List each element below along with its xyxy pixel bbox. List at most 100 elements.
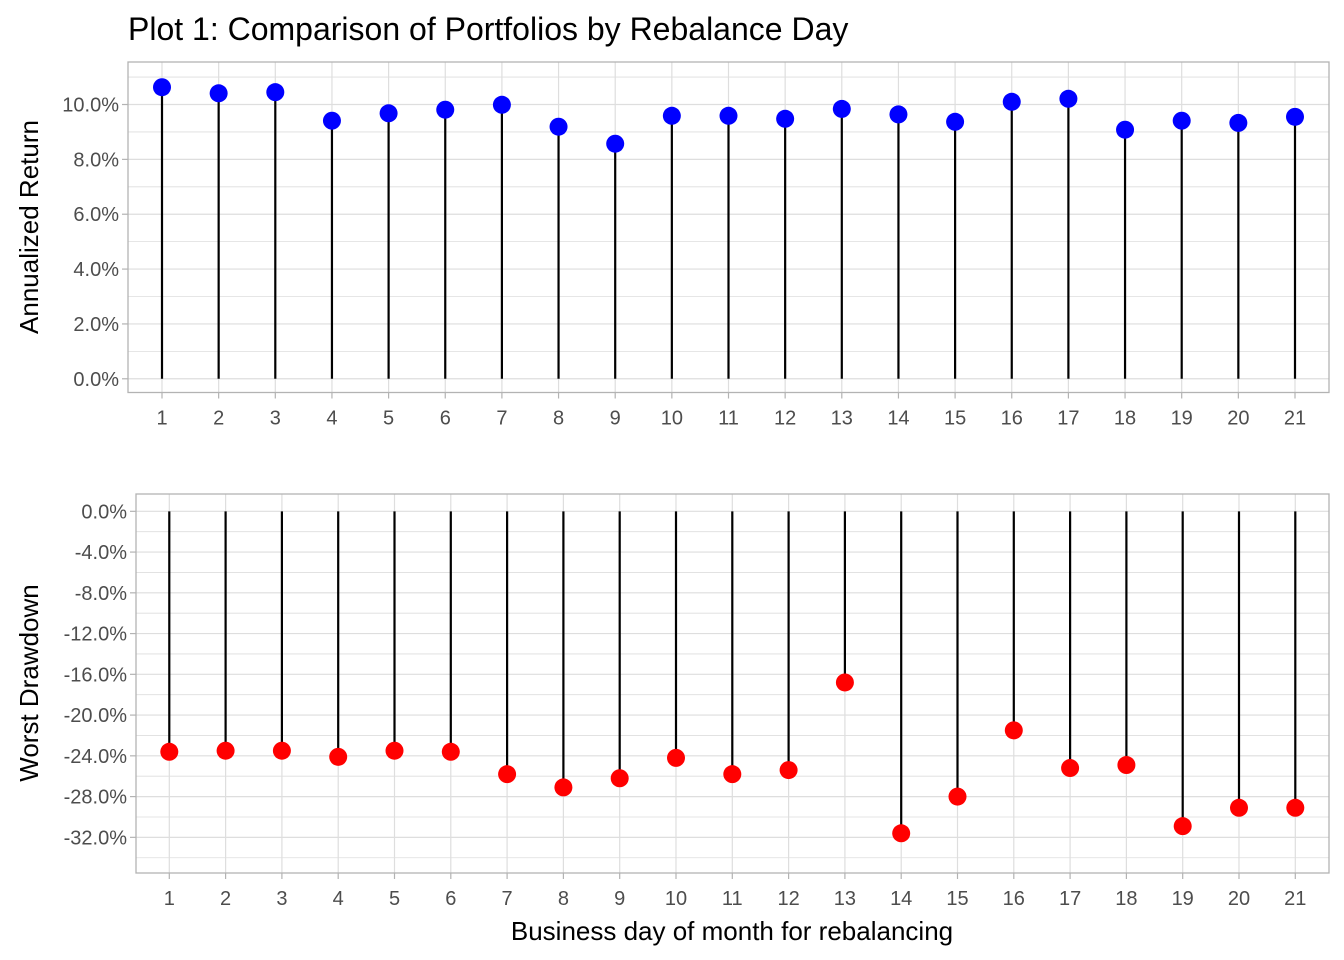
drawdown-point [835,673,854,692]
returns-x-tick-label: 8 [553,408,564,430]
returns-panel: 0.0%2.0%4.0%6.0%8.0%10.0%1 2 3 4 5 6 7 8 9 10 11 12… [14,61,1330,430]
drawdown-x-tick-label: 2 [220,888,231,910]
returns-x-tick-label: 13 [831,408,853,430]
drawdown-point [779,761,798,780]
drawdown-point [1230,798,1248,817]
drawdown-axes: 0.0% -4.0% -8.0% -12.0% -16.0% -20.0% -24.0% -2… [64,493,1330,910]
drawdown-x-tick-label: 15 [946,888,968,910]
returns-point [776,109,795,128]
drawdown-point [498,765,517,784]
returns-x-tick-label: 10 [661,408,683,430]
returns-point [1059,89,1078,108]
returns-y-tick-label: 4.0% [73,259,119,281]
returns-x-tick-label: 5 [383,408,394,430]
drawdown-x-tick-label: 14 [890,888,912,910]
drawdown-point [610,769,629,788]
returns-point [209,84,228,103]
returns-point [1116,120,1135,139]
returns-point [492,95,511,114]
drawdown-point [892,824,911,843]
drawdown-point [272,741,291,760]
drawdown-y-tick-label: -8.0% [75,583,127,605]
returns-point [889,105,908,124]
drawdown-x-tick-label: 10 [665,888,687,910]
drawdown-x-tick-label: 7 [502,888,513,910]
drawdown-x-tick-label: 6 [445,888,456,910]
drawdown-x-tick-label: 16 [1003,888,1025,910]
returns-x-tick-label: 11 [718,408,739,430]
returns-marks [153,78,1304,379]
drawdown-x-tick-label: 9 [614,888,625,910]
returns-point [662,106,681,125]
returns-axes: 0.0%2.0%4.0%6.0%8.0%10.0%1 2 3 4 5 6 7 8 9 10 11 12… [62,61,1330,430]
drawdown-point [948,787,967,806]
returns-x-tick-label: 19 [1171,408,1193,430]
returns-point [1172,111,1191,130]
x-axis-title: Business day of month for rebalancing [511,916,953,946]
drawdown-point [1004,721,1023,740]
returns-x-tick-label: 6 [440,408,451,430]
returns-point [549,117,568,136]
returns-x-tick-label: 18 [1114,408,1136,430]
returns-y-tick-label: 6.0% [73,204,119,226]
drawdown-x-tick-label: 19 [1172,888,1194,910]
returns-point [436,100,455,119]
drawdown-y-tick-label: -16.0% [64,664,128,686]
drawdown-point [385,741,404,760]
drawdown-x-tick-label: 1 [164,888,175,910]
returns-x-tick-label: 1 [156,408,167,430]
drawdown-point [160,742,179,761]
returns-y-tick-label: 10.0% [62,95,119,117]
returns-x-tick-label: 16 [1001,408,1023,430]
returns-point [606,134,625,153]
drawdown-y-tick-label: 0.0% [81,501,127,523]
drawdown-point [723,765,742,784]
returns-x-tick-label: 2 [213,408,224,430]
drawdown-x-tick-label: 18 [1115,888,1137,910]
drawdown-point [1286,798,1305,817]
drawdown-x-tick-label: 4 [333,888,344,910]
drawdown-point [667,748,685,767]
drawdown-x-tick-label: 17 [1059,888,1081,910]
returns-y-tick-label: 8.0% [73,149,119,171]
drawdown-point [329,747,348,766]
returns-x-tick-label: 4 [326,408,337,430]
returns-x-tick-label: 7 [496,408,507,430]
returns-point [1002,92,1021,111]
drawdown-point [1061,759,1080,778]
returns-x-tick-label: 12 [774,408,796,430]
drawdown-y-tick-label: -28.0% [64,787,128,809]
drawdown-x-tick-label: 11 [722,888,743,910]
drawdown-point [1173,817,1192,836]
returns-point [946,112,965,131]
drawdown-x-tick-label: 5 [389,888,400,910]
returns-point [322,111,341,130]
drawdown-panel: 0.0% -4.0% -8.0% -12.0% -16.0% -20.0% -24.0% -2… [14,493,1330,910]
returns-point [153,78,171,97]
drawdown-y-tick-label: -20.0% [64,705,128,727]
drawdown-x-tick-label: 3 [276,888,287,910]
drawdown-x-tick-label: 21 [1284,888,1306,910]
returns-point [719,106,738,125]
returns-y-axis-title: Annualized Return [14,120,44,334]
drawdown-x-tick-label: 20 [1228,888,1250,910]
returns-point [832,99,851,118]
chart-title: Plot 1: Comparison of Portfolios by Reba… [128,11,848,47]
drawdown-y-tick-label: -24.0% [64,746,128,768]
returns-x-tick-label: 3 [270,408,281,430]
drawdown-y-tick-label: -32.0% [64,827,128,849]
drawdown-marks [160,511,1305,843]
returns-x-tick-label: 20 [1227,408,1249,430]
drawdown-y-axis-title: Worst Drawdown [14,584,44,781]
drawdown-point [441,742,460,761]
returns-x-tick-label: 15 [944,408,966,430]
returns-x-tick-label: 21 [1284,408,1306,430]
returns-point [1286,107,1304,126]
drawdown-point [216,741,235,760]
returns-point [379,104,398,123]
drawdown-y-tick-label: -4.0% [75,542,127,564]
returns-point [266,83,285,102]
drawdown-x-tick-label: 13 [834,888,856,910]
returns-point [1229,113,1248,132]
